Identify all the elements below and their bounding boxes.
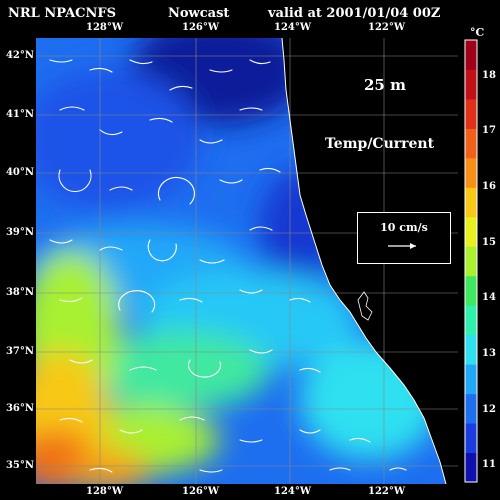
lat-tick: 40°N [5,167,34,178]
temperature-field [36,38,446,484]
colorbar-tick: 16 [482,181,496,192]
colorbar-tick: 13 [482,348,496,359]
lon-tick-bottom: 122°W [368,486,406,497]
colorbar-frame [464,39,478,483]
lat-tick: 36°N [5,403,34,414]
lon-tick-top: 122°W [368,22,406,33]
colorbar-segment [465,452,477,483]
colorbar-segment [465,334,477,365]
coastline [281,37,447,485]
colorbar-tick: 14 [482,292,496,303]
lon-tick-top: 124°W [274,22,312,33]
colorbar-segment [465,423,477,454]
colorbar-tick: 11 [482,459,496,470]
lon-tick-top: 128°W [86,22,124,33]
colorbar-segment [465,157,477,188]
colorbar-segment [465,69,477,100]
field-label: Temp/Current [325,136,435,152]
colorbar-segment [465,98,477,129]
graticule [36,38,458,484]
lon-tick-bottom: 126°W [182,486,220,497]
colorbar-segment [465,187,477,218]
colorbar-tick: 12 [482,404,496,415]
vector-legend: 10 cm/s [357,212,451,264]
model-name: NRL NPACNFS [8,6,116,21]
colorbar-tick: 17 [482,125,496,136]
vector-legend-label: 10 cm/s [380,221,428,234]
lat-tick: 39°N [5,227,34,238]
colorbar-segment [465,246,477,277]
forecast-kind: Nowcast [168,6,230,21]
lon-tick-bottom: 128°W [86,486,124,497]
colorbar-segment [465,216,477,247]
colorbar-tick: 18 [482,70,496,81]
depth-label: 25 m [364,76,406,94]
valid-time: valid at 2001/01/04 00Z [268,6,441,21]
colorbar-tick: 15 [482,237,496,248]
lon-tick-bottom: 124°W [274,486,312,497]
colorbar [465,40,477,483]
colorbar-segment [465,40,477,70]
colorbar-unit: °C [470,26,485,39]
lon-tick-top: 126°W [182,22,220,33]
colorbar-segment [465,275,477,306]
lat-tick: 37°N [5,346,34,357]
current-vectors [49,59,407,473]
lat-tick: 41°N [5,109,34,120]
colorbar-segment [465,364,477,395]
vector-legend-arrow [388,243,416,249]
colorbar-segment [465,128,477,159]
bay-outline [357,291,373,321]
lat-tick: 35°N [5,460,34,471]
lat-tick: 42°N [5,50,34,61]
colorbar-segment [465,305,477,336]
lat-tick: 38°N [5,287,34,298]
colorbar-segment [465,393,477,424]
